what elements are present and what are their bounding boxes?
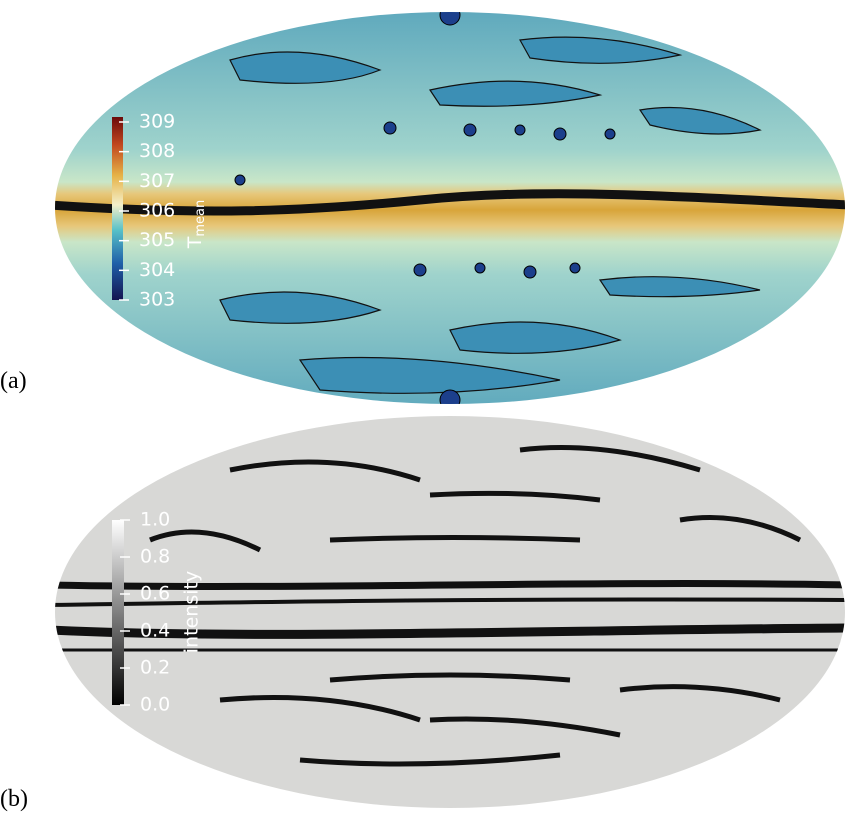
colorbar-tick-label: 305	[139, 229, 175, 251]
colorbar-a	[112, 117, 123, 300]
colorbar-tick-label: 0.8	[140, 546, 170, 568]
colorbar-tick-label: 307	[139, 170, 175, 192]
figure: 309 308 307 306 305 304 303 Tmean 1.0 0.8 0.6 0.4…	[0, 0, 845, 815]
title-main: T	[184, 236, 206, 249]
panel-label: (b)	[0, 786, 28, 812]
panel-label: (a)	[0, 368, 27, 394]
colorbar-tick-label: 308	[139, 140, 175, 162]
colorbar-tick-label: 0.6	[140, 583, 170, 605]
colorbar-tick-label: 303	[139, 289, 175, 311]
colorbar-tick-label: 304	[139, 259, 175, 281]
colorbar-b	[112, 520, 124, 705]
title-sub: mean	[193, 200, 208, 237]
colorbar-tick-label: 0.0	[140, 694, 170, 716]
colorbar-tick-label: 0.4	[140, 620, 170, 642]
colorbar-tick-label: 0.2	[140, 657, 170, 679]
map-b	[50, 410, 845, 815]
colorbar-b-title: intensity	[181, 571, 203, 653]
colorbar-tick-label: 1.0	[140, 509, 170, 531]
colorbar-tick-label: 309	[139, 111, 175, 133]
colorbar-tick-label: 306	[139, 200, 175, 222]
